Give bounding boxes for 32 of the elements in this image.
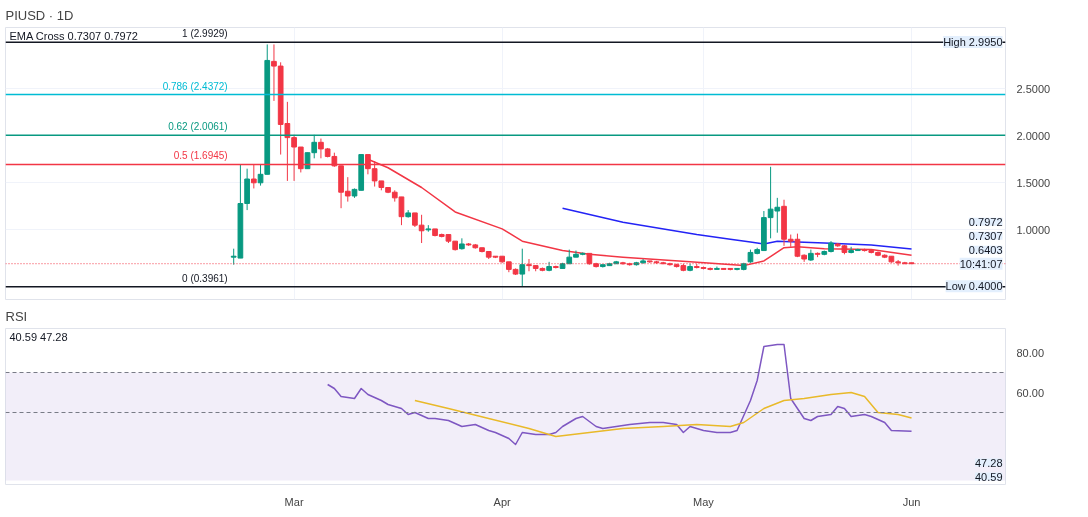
line-series (561, 207, 913, 250)
ref-line-label: 0.62 (2.0061) (168, 121, 228, 133)
x-tick-label: May (693, 495, 715, 508)
chart-title: PIUSD · 1D (5, 7, 74, 23)
line-series (414, 391, 913, 438)
candlestick (459, 237, 465, 251)
ref-line-label: 1 (2.9929) (182, 28, 228, 40)
ref-line-label: 0.5 (1.6945) (173, 150, 228, 162)
y-tick-label: 80.00 (1016, 346, 1045, 359)
ref-line-label: 0 (0.3961) (182, 272, 228, 284)
annotation: 40.59 (974, 470, 1003, 483)
annotation: 0.7972 (968, 215, 1003, 228)
y-tick-label: 60.00 (1016, 386, 1045, 399)
y-tick-label: 1.0000 (1016, 223, 1051, 236)
x-tick-label: Mar (284, 495, 304, 508)
x-tick-label: Apr (493, 495, 512, 508)
line-series (326, 343, 913, 446)
annotation: EMA Cross 0.7307 0.7972 (9, 29, 138, 42)
annotation: High 2.9950 (943, 36, 1003, 49)
y-tick-label: 2.5000 (1016, 82, 1051, 95)
y-tick-label: 1.5000 (1016, 176, 1051, 189)
candlestick (519, 248, 526, 287)
annotation: Low 0.4000 (945, 280, 1003, 293)
y-tick-label: 2.0000 (1016, 129, 1051, 142)
ref-line-label: 0.786 (2.4372) (162, 80, 228, 92)
annotation: 40.59 47.28 (9, 330, 68, 343)
x-tick-label: Jun (902, 495, 921, 508)
annotation: 47.28 (974, 456, 1003, 469)
annotation: 10:41:07 (959, 257, 1003, 270)
chart-title: RSI (5, 308, 28, 324)
annotation: 0.6403 (968, 243, 1003, 256)
annotation: 0.7307 (968, 229, 1003, 242)
